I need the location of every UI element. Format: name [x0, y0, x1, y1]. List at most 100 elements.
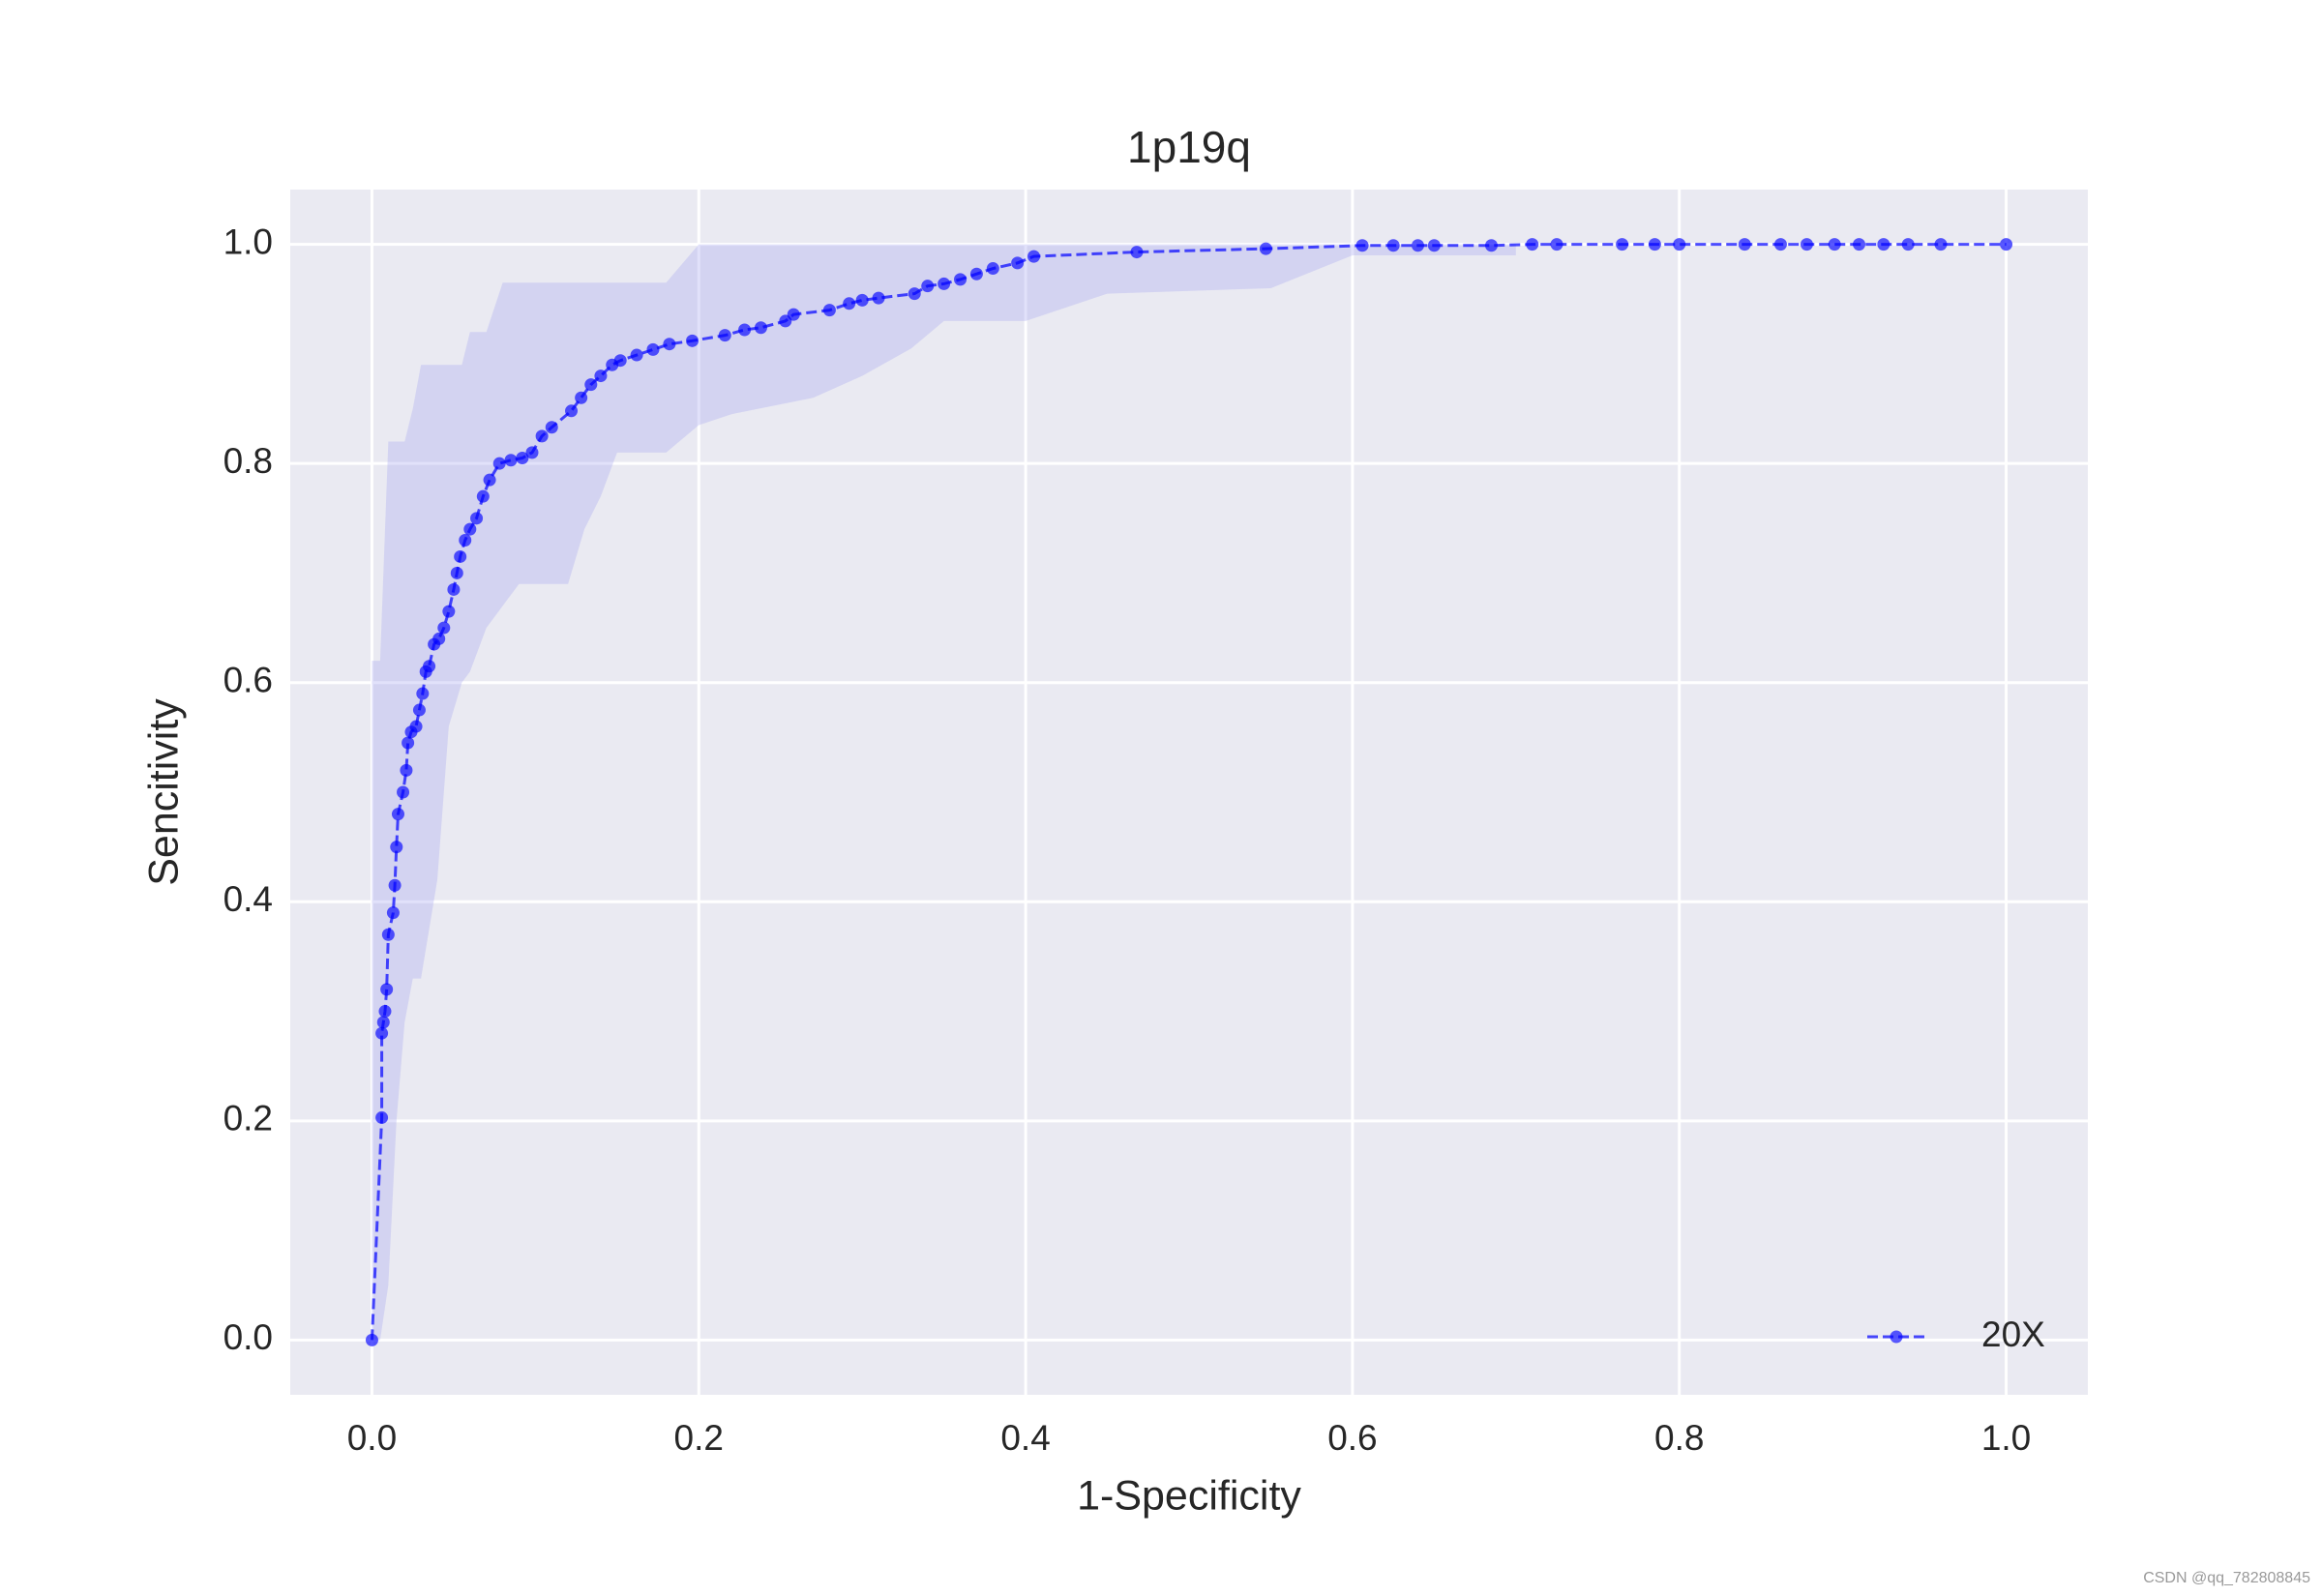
roc-point	[388, 878, 402, 892]
roc-point	[1526, 238, 1539, 251]
roc-point	[400, 763, 413, 777]
x-tick-label: 0.8	[1654, 1418, 1704, 1458]
roc-point	[1648, 238, 1661, 251]
roc-point	[969, 267, 983, 281]
roc-point	[375, 1026, 389, 1040]
roc-point	[594, 369, 608, 383]
roc-point	[1616, 238, 1629, 251]
roc-point	[447, 582, 461, 596]
roc-point	[754, 321, 767, 335]
x-tick-label: 0.6	[1327, 1418, 1377, 1458]
roc-point	[1259, 242, 1272, 255]
roc-point	[1877, 238, 1890, 251]
roc-point	[437, 621, 451, 635]
roc-point	[416, 687, 430, 700]
roc-point	[390, 841, 403, 854]
roc-point	[1484, 239, 1498, 252]
roc-point	[954, 273, 968, 286]
roc-point	[738, 323, 752, 337]
x-tick-label: 0.0	[347, 1418, 397, 1458]
roc-point	[470, 512, 484, 525]
roc-point	[613, 354, 627, 368]
roc-point	[938, 277, 951, 290]
y-tick-label: 0.2	[223, 1099, 273, 1138]
roc-point	[504, 454, 518, 467]
y-axis-label: Sencitivity	[140, 698, 187, 886]
roc-point	[545, 421, 558, 434]
roc-point	[646, 342, 660, 356]
roc-point	[450, 566, 463, 579]
roc-point	[1773, 238, 1787, 251]
roc-point	[663, 338, 676, 351]
roc-point	[516, 452, 529, 465]
roc-point	[525, 446, 539, 459]
roc-point	[381, 928, 395, 941]
roc-point	[432, 632, 446, 645]
roc-point	[1828, 238, 1841, 251]
roc-point	[1411, 239, 1424, 252]
legend-label: 20X	[1981, 1315, 2045, 1354]
roc-point	[476, 489, 490, 503]
roc-point	[718, 329, 731, 342]
y-tick-label: 0.8	[223, 441, 273, 481]
chart-title: 1p19q	[1127, 122, 1251, 172]
roc-point	[1386, 239, 1400, 252]
roc-point	[386, 906, 400, 920]
roc-point	[787, 308, 800, 321]
y-tick-label: 0.0	[223, 1317, 273, 1357]
roc-point	[483, 473, 496, 487]
y-tick-label: 1.0	[223, 222, 273, 261]
roc-point	[375, 1110, 389, 1124]
roc-point	[459, 533, 472, 547]
x-axis-label: 1-Specificity	[1077, 1472, 1301, 1519]
roc-point	[378, 1005, 392, 1019]
roc-point	[1355, 239, 1369, 252]
roc-point	[1130, 246, 1144, 259]
roc-point	[1738, 238, 1751, 251]
roc-point	[575, 391, 588, 404]
roc-point	[1427, 239, 1441, 252]
roc-point	[565, 404, 579, 418]
roc-point	[365, 1333, 378, 1346]
roc-point	[1011, 256, 1025, 270]
roc-point	[391, 808, 404, 821]
roc-point	[397, 785, 410, 799]
roc-point	[423, 660, 436, 673]
roc-point	[380, 983, 394, 996]
roc-point	[1901, 238, 1915, 251]
y-tick-label: 0.6	[223, 661, 273, 700]
roc-point	[1934, 238, 1948, 251]
y-tick-label: 0.4	[223, 879, 273, 919]
roc-point	[1673, 238, 1686, 251]
confidence-band	[372, 244, 1516, 1341]
roc-point	[402, 736, 415, 750]
roc-point	[409, 720, 423, 733]
watermark: CSDN @qq_782808845	[2143, 1570, 2310, 1586]
roc-point	[872, 291, 885, 305]
roc-point	[843, 297, 856, 310]
roc-point	[855, 293, 869, 307]
roc-point	[1550, 238, 1563, 251]
roc-point	[630, 348, 643, 362]
roc-point	[1027, 250, 1041, 263]
roc-point	[986, 262, 999, 276]
roc-point	[1800, 238, 1813, 251]
x-tick-label: 0.4	[1000, 1418, 1050, 1458]
roc-point	[584, 378, 598, 392]
roc-point	[463, 522, 477, 536]
roc-point	[412, 703, 426, 717]
roc-point	[822, 304, 836, 317]
roc-point	[1853, 238, 1866, 251]
x-tick-label: 0.2	[674, 1418, 724, 1458]
legend-marker	[1890, 1330, 1903, 1344]
roc-point	[492, 457, 506, 470]
roc-point	[442, 605, 456, 618]
roc-point	[376, 1016, 390, 1029]
roc-point	[908, 287, 921, 301]
x-tick-label: 1.0	[1981, 1418, 2031, 1458]
roc-point	[686, 334, 700, 347]
roc-point	[2000, 238, 2013, 251]
roc-point	[921, 280, 935, 293]
roc-point	[454, 549, 467, 563]
